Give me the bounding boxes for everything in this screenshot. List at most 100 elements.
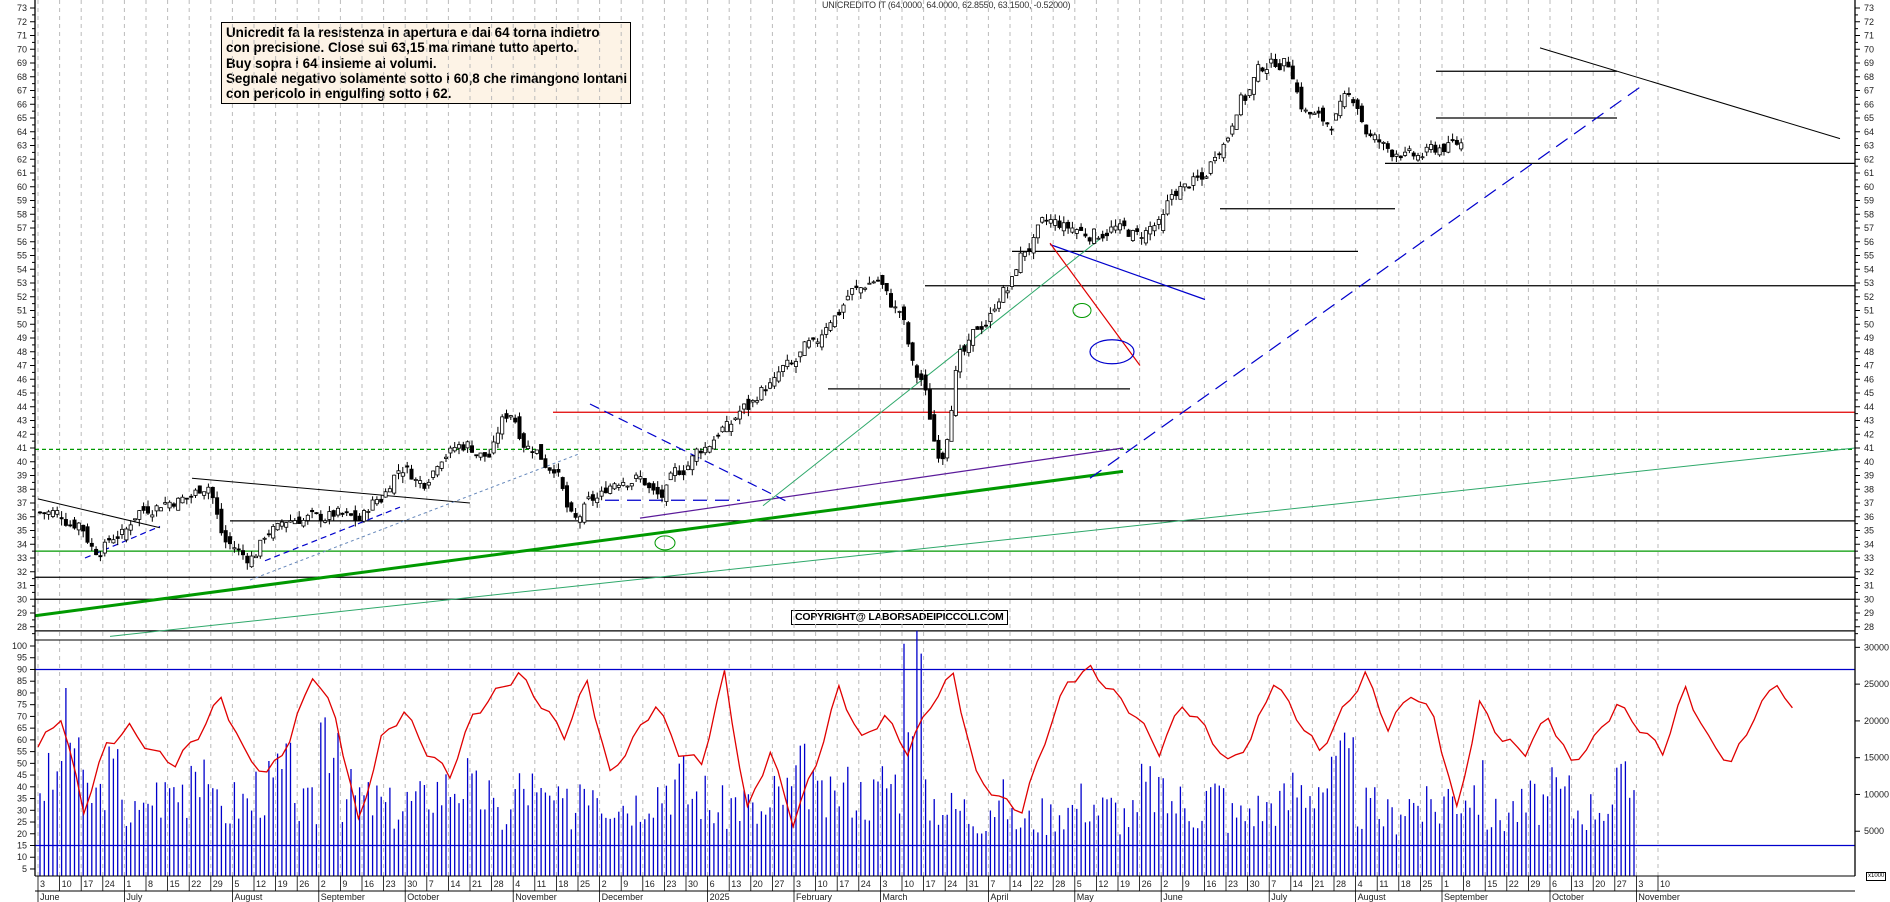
bullish-candle — [163, 502, 168, 505]
volume-tick-label: 20000 — [1864, 716, 1889, 726]
x-week-label: 28 — [1336, 879, 1346, 889]
bullish-candle — [595, 497, 600, 504]
x-week-label: 3 — [796, 879, 801, 889]
x-month-label: June — [1163, 892, 1183, 902]
bearish-candle — [1290, 65, 1295, 80]
bullish-candle — [180, 496, 185, 504]
bearish-candle — [409, 468, 414, 480]
bearish-candle — [660, 489, 665, 498]
bullish-candle — [327, 511, 332, 520]
bullish-candle — [729, 423, 734, 433]
bearish-candle — [651, 483, 656, 491]
x-week-label: 9 — [623, 879, 628, 889]
x-week-label: 12 — [1098, 879, 1108, 889]
y-tick-label: 70 — [17, 44, 27, 54]
y-tick-label: 68 — [17, 72, 27, 82]
x-week-label: 20 — [1595, 879, 1605, 889]
bullish-candle — [1143, 230, 1148, 244]
x-week-label: 22 — [1034, 879, 1044, 889]
bullish-candle — [500, 416, 505, 435]
blue-ellipse-marker — [1089, 339, 1135, 365]
bullish-candle — [578, 516, 583, 523]
y-tick-label: 55 — [17, 251, 27, 261]
bullish-candle — [426, 481, 431, 486]
bearish-candle — [98, 555, 103, 558]
bearish-candle — [1364, 124, 1369, 135]
copyright-label: COPYRIGHT@ LABORSADEIPICCOLI.COM — [791, 610, 1008, 625]
volume-unit-label: x1000 — [1866, 872, 1887, 881]
x-week-label: 5 — [1077, 879, 1082, 889]
x-week-label: 11 — [537, 879, 546, 889]
y-tick-label: 38 — [1864, 484, 1874, 494]
bullish-candle — [271, 526, 276, 539]
x-week-label: 10 — [1660, 879, 1670, 889]
bearish-candle — [590, 494, 595, 501]
bullish-candle — [586, 496, 591, 500]
osc-tick-label: 75 — [17, 700, 27, 710]
bearish-candle — [474, 454, 479, 457]
y-tick-label: 73 — [1864, 3, 1874, 13]
osc-tick-label: 55 — [17, 747, 27, 757]
y-tick-label: 28 — [17, 622, 27, 632]
bullish-candle — [845, 295, 850, 301]
bullish-candle — [435, 466, 440, 476]
x-week-label: 1 — [126, 879, 131, 889]
y-tick-label: 37 — [17, 498, 27, 508]
osc-tick-label: 40 — [17, 782, 27, 792]
bullish-candle — [1264, 69, 1269, 74]
bearish-candle — [487, 453, 492, 458]
bearish-candle — [1200, 172, 1205, 180]
bullish-candle — [638, 476, 643, 480]
x-month-label: July — [126, 892, 143, 902]
bearish-candle — [1187, 186, 1192, 189]
x-week-label: 9 — [1185, 879, 1190, 889]
y-tick-label: 38 — [17, 484, 27, 494]
bearish-candle — [811, 337, 816, 340]
bearish-candle — [59, 517, 64, 520]
bullish-candle — [232, 547, 237, 550]
bearish-candle — [936, 439, 941, 459]
x-month-label: August — [1358, 892, 1387, 902]
bullish-candle — [1446, 142, 1451, 153]
bearish-candle — [240, 550, 245, 556]
x-week-label: 20 — [753, 879, 763, 889]
bullish-candle — [612, 483, 617, 490]
bullish-candle — [456, 444, 461, 449]
bullish-candle — [1303, 109, 1308, 112]
bearish-candle — [681, 470, 686, 476]
bearish-candle — [923, 374, 928, 391]
bearish-candle — [266, 533, 271, 536]
bullish-candle — [206, 486, 211, 494]
bearish-candle — [1295, 82, 1300, 93]
bullish-candle — [1251, 77, 1256, 95]
bearish-candle — [1135, 228, 1140, 232]
y-tick-label: 55 — [1864, 251, 1874, 261]
bullish-candle — [443, 456, 448, 459]
x-week-label: 18 — [558, 879, 568, 889]
bullish-candle — [1429, 144, 1434, 150]
bearish-candle — [1308, 111, 1313, 115]
bearish-candle — [107, 538, 112, 541]
y-tick-label: 31 — [17, 581, 27, 591]
x-week-label: 25 — [1422, 879, 1432, 889]
bearish-candle — [1368, 133, 1373, 137]
x-week-label: 30 — [1250, 879, 1260, 889]
bearish-candle — [906, 322, 911, 345]
bullish-candle — [366, 511, 371, 513]
osc-tick-label: 90 — [17, 664, 27, 674]
y-tick-label: 39 — [1864, 471, 1874, 481]
bullish-candle — [703, 446, 708, 454]
y-tick-label: 72 — [1864, 17, 1874, 27]
bearish-candle — [1057, 220, 1062, 228]
x-month-label: September — [321, 892, 365, 902]
y-tick-label: 56 — [17, 237, 27, 247]
y-tick-label: 66 — [17, 99, 27, 109]
x-week-label: 23 — [1228, 879, 1238, 889]
x-week-label: 21 — [1314, 879, 1324, 889]
y-tick-label: 33 — [1864, 553, 1874, 563]
bullish-candle — [1018, 252, 1023, 273]
bullish-candle — [448, 447, 453, 454]
bullish-candle — [711, 439, 716, 450]
bearish-candle — [642, 478, 647, 486]
y-tick-label: 44 — [17, 402, 27, 412]
